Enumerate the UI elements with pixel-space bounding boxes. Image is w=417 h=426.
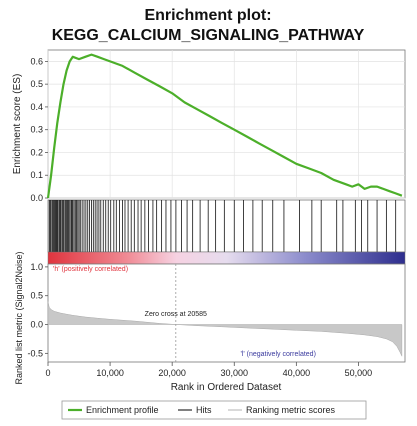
x-tick-label: 0 [45,368,50,378]
es-y-tick-label: 0.2 [30,147,43,157]
x-tick-label: 40,000 [283,368,311,378]
x-tick-label: 30,000 [220,368,248,378]
hits-panel-frame [47,199,406,253]
ranked-y-axis-label: Ranked list metric (Signal2Noise) [14,251,24,384]
hit-lines [48,200,397,252]
chart-title-line2: KEGG_CALCIUM_SIGNALING_PATHWAY [52,27,365,44]
negatively-correlated-label: 'l' (negatively correlated) [240,351,315,358]
legend-ranking-label: Ranking metric scores [246,405,336,415]
zero-cross-label: Zero cross at 20585 [145,311,207,318]
es-y-tick-label: 0.5 [30,79,43,89]
x-axis: 0 10,000 20,000 30,000 40,000 50,000 [45,362,372,378]
ranked-y-tick-label: 0.5 [30,291,43,301]
ranked-y-tick-label: 0.0 [30,320,43,330]
es-y-tick-label: 0.6 [30,56,43,66]
legend-hits-label: Hits [196,405,212,415]
ranked-y-tick-label: 1.0 [30,262,43,272]
legend: Enrichment profile Hits Ranking metric s… [61,400,367,420]
es-y-axis-label: Enrichment score (ES) [12,74,23,175]
ranked-y-tick-label: -0.5 [27,348,43,358]
es-panel: 0.0 0.1 0.2 0.3 0.4 0.5 0.6 Enrichment score (… [12,49,406,203]
ranking-metric-area [47,301,403,357]
chart-title-line1: Enrichment plot: [144,7,271,24]
ranked-y-ticks: 1.0 0.5 0.0 -0.5 [27,262,48,358]
es-y-tick-label: 0.1 [30,170,43,180]
legend-box [61,400,367,420]
legend-enrichment-label: Enrichment profile [86,405,159,415]
enrichment-profile-line [46,53,403,199]
es-y-ticks: 0.0 0.1 0.2 0.3 0.4 0.5 0.6 [30,56,48,203]
hits-panel [47,199,406,253]
rank-gradient-bar [47,251,406,265]
x-axis-label: Rank in Ordered Dataset [171,382,282,393]
es-y-tick-label: 0.3 [30,125,43,135]
ranked-metric-frame [47,263,406,363]
x-tick-label: 20,000 [158,368,186,378]
es-panel-frame [47,49,406,199]
x-tick-label: 10,000 [96,368,124,378]
es-y-tick-label: 0.0 [30,193,43,203]
es-y-tick-label: 0.4 [30,102,43,112]
ranked-metric-panel: 1.0 0.5 0.0 -0.5 Zero cross at 20585 'h' (p… [14,251,406,385]
positively-correlated-label: 'h' (positively correlated) [53,266,128,273]
es-gridlines [47,50,405,199]
x-tick-label: 50,000 [345,368,373,378]
